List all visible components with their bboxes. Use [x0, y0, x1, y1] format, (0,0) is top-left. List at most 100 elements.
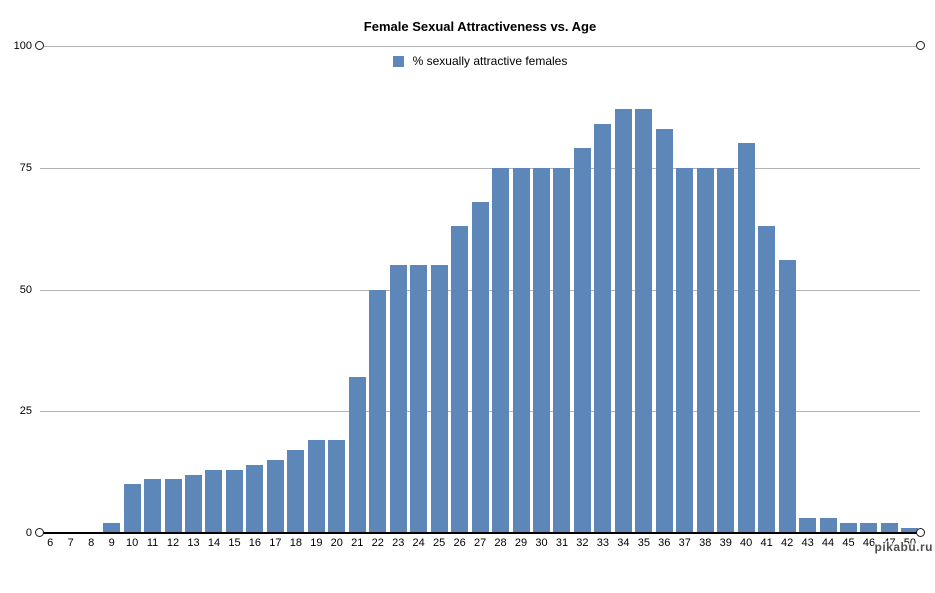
bar-slot [756, 46, 776, 533]
y-tick-label: 25 [19, 405, 32, 418]
bar-slot [183, 46, 203, 533]
bar-age-41 [758, 226, 776, 533]
y-tick-label: 100 [13, 40, 32, 52]
y-tick-label: 0 [25, 527, 32, 539]
bar-age-32 [573, 148, 591, 533]
bar-slot [81, 46, 101, 533]
axis-endpoint-marker [35, 41, 44, 50]
bar-age-12 [164, 479, 182, 533]
legend: % sexually attractive females [40, 54, 920, 68]
bar-age-37 [676, 167, 694, 533]
x-axis-labels: 6 7 8 9 10 11 12 13 14 15 16 17 18 19 20 21 22 23 24 25 26 27… [40, 537, 920, 549]
bar-slot [900, 46, 920, 533]
x-tick-label: 16 [248, 537, 262, 549]
bar-slot [572, 46, 592, 533]
x-tick-label: 43 [801, 537, 814, 549]
bar-age-13 [185, 474, 203, 533]
watermark: pikabu.ru [874, 540, 933, 554]
x-tick-label: 40 [740, 537, 753, 549]
bar-age-11 [144, 479, 162, 533]
x-tick-label: 36 [658, 537, 671, 549]
bar-age-26 [451, 226, 469, 533]
bar-slot [60, 46, 80, 533]
bar-age-39 [717, 167, 735, 533]
bar-age-21 [348, 377, 366, 533]
bar-age-34 [614, 109, 632, 533]
bar-slot [675, 46, 695, 533]
bar-age-23 [389, 265, 407, 533]
bar-slot [490, 46, 510, 533]
bar-age-18 [287, 450, 305, 533]
x-tick-label: 32 [576, 537, 589, 549]
bar-slot [306, 46, 326, 533]
x-tick-label: 45 [842, 537, 855, 549]
bar-slot [429, 46, 449, 533]
bar-age-35 [635, 109, 653, 533]
bar-slot [101, 46, 121, 533]
x-axis-line [40, 532, 920, 534]
bar-slot [163, 46, 183, 533]
bar-slot [879, 46, 899, 533]
bar-slot [122, 46, 142, 533]
legend-swatch-icon [392, 55, 404, 67]
bar-age-27 [471, 201, 489, 533]
x-tick-label: 6 [47, 537, 54, 549]
x-tick-label: 19 [310, 537, 323, 549]
x-tick-label: 30 [535, 537, 548, 549]
x-tick-label: 46 [862, 537, 876, 549]
bar-age-29 [512, 167, 530, 533]
bar-age-15 [225, 469, 243, 533]
bar-slot [286, 46, 306, 533]
x-tick-label: 47 [883, 537, 896, 549]
bar-slot [634, 46, 654, 533]
bar-slot [613, 46, 633, 533]
bar-slot [408, 46, 428, 533]
bar-slot [552, 46, 572, 533]
x-tick-label: 15 [228, 537, 241, 549]
x-tick-label: 44 [821, 537, 835, 549]
bar-age-42 [778, 260, 796, 533]
x-tick-label: 14 [207, 537, 221, 549]
bar-age-45 [840, 523, 858, 533]
x-tick-label: 21 [351, 537, 364, 549]
gridline [40, 167, 920, 169]
x-tick-label: 34 [617, 537, 630, 549]
x-tick-label: 13 [187, 537, 200, 549]
y-tick-label: 50 [19, 283, 32, 296]
x-tick-label: 9 [108, 537, 115, 549]
bar-slot [204, 46, 224, 533]
bar-slot [838, 46, 858, 533]
x-tick-label: 37 [678, 537, 691, 549]
x-tick-label: 29 [514, 537, 528, 549]
bar-age-17 [266, 459, 284, 533]
x-tick-label: 25 [433, 537, 446, 549]
x-tick-label: 31 [555, 537, 569, 549]
plot-area: % sexually attractive females [35, 41, 925, 537]
bar-age-28 [492, 167, 510, 533]
bar-slot [142, 46, 162, 533]
bar-age-31 [553, 167, 571, 533]
bar-slot [797, 46, 817, 533]
bar-age-10 [123, 484, 141, 533]
bar-age-47 [880, 523, 898, 533]
bar-slot [388, 46, 408, 533]
x-tick-label: 17 [269, 537, 282, 549]
x-tick-label: 50 [903, 537, 917, 549]
bar-age-44 [819, 518, 837, 533]
x-tick-label: 35 [637, 537, 650, 549]
bar-slot [736, 46, 756, 533]
legend-label: % sexually attractive females [412, 54, 568, 68]
bar-age-16 [246, 464, 264, 533]
bar-age-36 [655, 128, 673, 533]
bar-age-19 [307, 440, 325, 533]
bar-age-38 [696, 167, 714, 533]
x-tick-label: 20 [330, 537, 343, 549]
bar-age-25 [430, 265, 448, 533]
x-tick-label: 33 [596, 537, 610, 549]
bar-age-46 [860, 523, 878, 533]
gridline [40, 46, 920, 47]
x-tick-label: 24 [412, 537, 425, 549]
bar-slot [368, 46, 388, 533]
x-tick-label: 28 [494, 537, 507, 549]
bar-slot [511, 46, 531, 533]
